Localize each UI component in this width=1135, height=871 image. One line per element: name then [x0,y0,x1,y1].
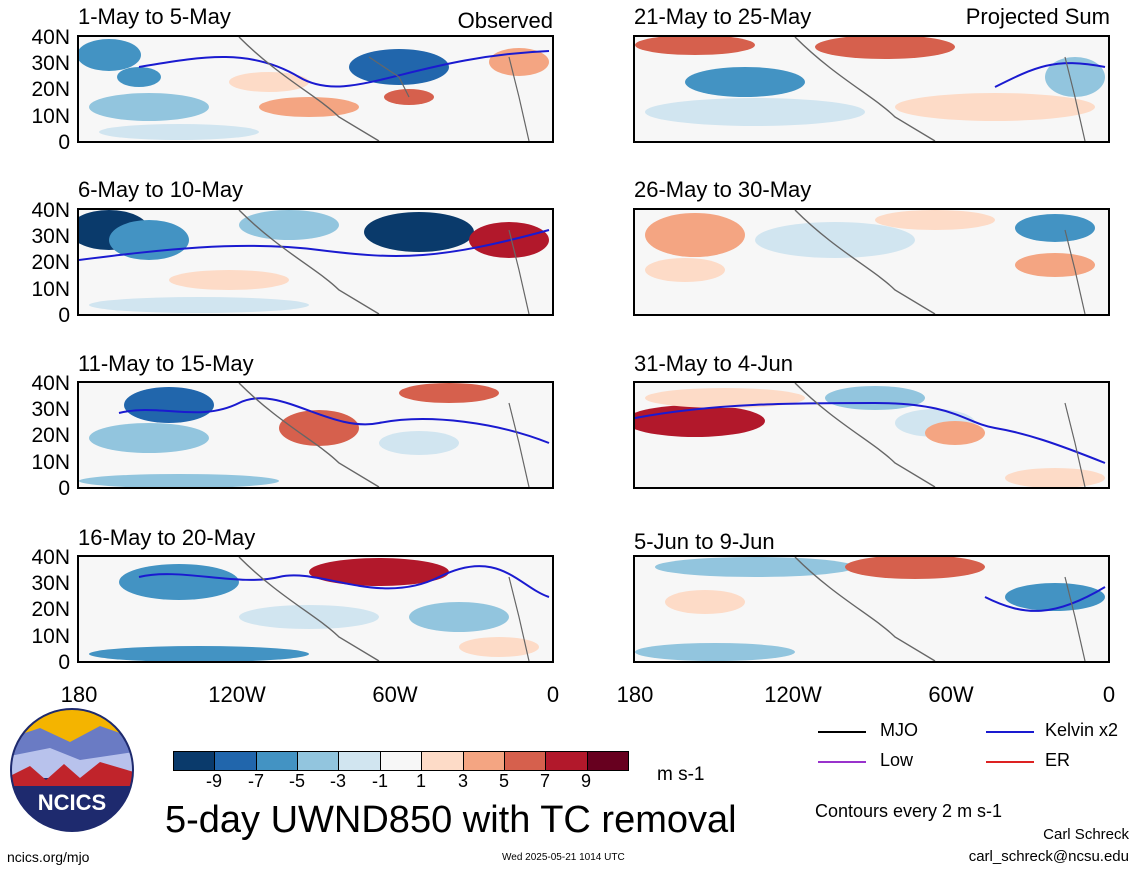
colorbar-tick: 9 [580,771,592,791]
colorbar-bin [255,751,299,771]
y-tick: 10N [31,105,70,128]
colorbar-tick: 3 [457,771,469,791]
kelvin-legend-line [986,731,1034,733]
colorbar-tick: -1 [371,771,389,791]
colorbar-bin [586,751,629,771]
y-tick: 40N [31,372,70,395]
kelvin-legend-label: Kelvin x2 [1045,720,1119,740]
x-tick: 60W [372,682,418,707]
er-legend-label: ER [1045,750,1071,770]
y-tick: 10N [31,278,70,301]
panel-title: 5-Jun to 9-Jun [634,529,775,554]
x-tick: 0 [1102,682,1116,707]
y-tick: 20N [31,424,70,447]
colorbar-bin [421,751,464,771]
colorbar-bin [503,751,547,771]
y-tick: 0 [58,304,70,327]
main-title: 5-day UWND850 with TC removal [165,799,737,841]
y-tick: 0 [58,651,70,674]
x-tick: 180 [60,682,98,707]
y-tick: 30N [31,398,70,421]
map-panel [633,381,1110,489]
panel-corner-label: Observed [457,8,553,33]
panel-title: 26-May to 30-May [634,177,812,202]
colorbar-bin [545,751,588,771]
x-tick: 120W [208,682,266,707]
panel-title: 11-May to 15-May [78,351,254,376]
y-tick: 40N [31,546,70,569]
colorbar-bin [338,751,381,771]
colorbar-bin [297,751,340,771]
colorbar-tick: -9 [205,771,223,791]
colorbar-tick: 7 [539,771,551,791]
panel-title: 6-May to 10-May [78,177,244,202]
y-tick: 20N [31,78,70,101]
colorbar-tick: -3 [329,771,347,791]
footer-url[interactable]: ncics.org/mjo [7,849,90,865]
map-panel [633,35,1110,143]
map-panel [633,555,1110,663]
colorbar-tick: 1 [415,771,427,791]
y-tick: 0 [58,477,70,500]
colorbar-tick: -5 [288,771,306,791]
logo-text: NCICS [38,790,106,815]
x-tick: 60W [928,682,974,707]
panel-title: 16-May to 20-May [78,525,256,550]
x-tick: 120W [764,682,822,707]
y-tick: 0 [58,131,70,154]
y-tick: 20N [31,251,70,274]
panel-title: 21-May to 25-May [634,4,812,29]
footer-timestamp: Wed 2025-05-21 1014 UTC [502,852,625,863]
footer-author: Carl Schreck [1043,826,1129,843]
y-tick: 30N [31,225,70,248]
ncics-logo: NCICS [10,708,134,832]
er-legend-line [986,761,1034,763]
panel-title: 31-May to 4-Jun [634,351,793,376]
low-legend-line [818,761,866,763]
contours-note: Contours every 2 m s-1 [815,801,1003,821]
mjo-legend-line [818,731,866,733]
y-tick: 20N [31,598,70,621]
map-panel [77,381,554,489]
y-tick: 30N [31,572,70,595]
colorbar-tick: -7 [247,771,265,791]
x-tick: 180 [616,682,654,707]
colorbar-bin [379,751,423,771]
y-tick: 40N [31,199,70,222]
colorbar-bin [214,751,257,771]
colorbar-unit: m s-1 [657,764,705,785]
panel-corner-label: Projected Sum [965,4,1110,29]
colorbar-bin [173,751,216,771]
map-panel [633,208,1110,316]
colorbar [173,751,629,771]
x-tick: 0 [546,682,560,707]
map-panel [77,208,554,316]
panel-title: 1-May to 5-May [78,4,231,29]
footer-email[interactable]: carl_schreck@ncsu.edu [968,848,1129,865]
y-tick: 30N [31,52,70,75]
y-tick: 10N [31,451,70,474]
colorbar-bin [462,751,505,771]
map-panel [77,555,554,663]
y-tick: 10N [31,625,70,648]
mjo-legend-label: MJO [880,720,918,740]
y-tick: 40N [31,26,70,49]
colorbar-tick: 5 [498,771,510,791]
low-legend-label: Low [880,750,914,770]
map-panel [77,35,554,143]
